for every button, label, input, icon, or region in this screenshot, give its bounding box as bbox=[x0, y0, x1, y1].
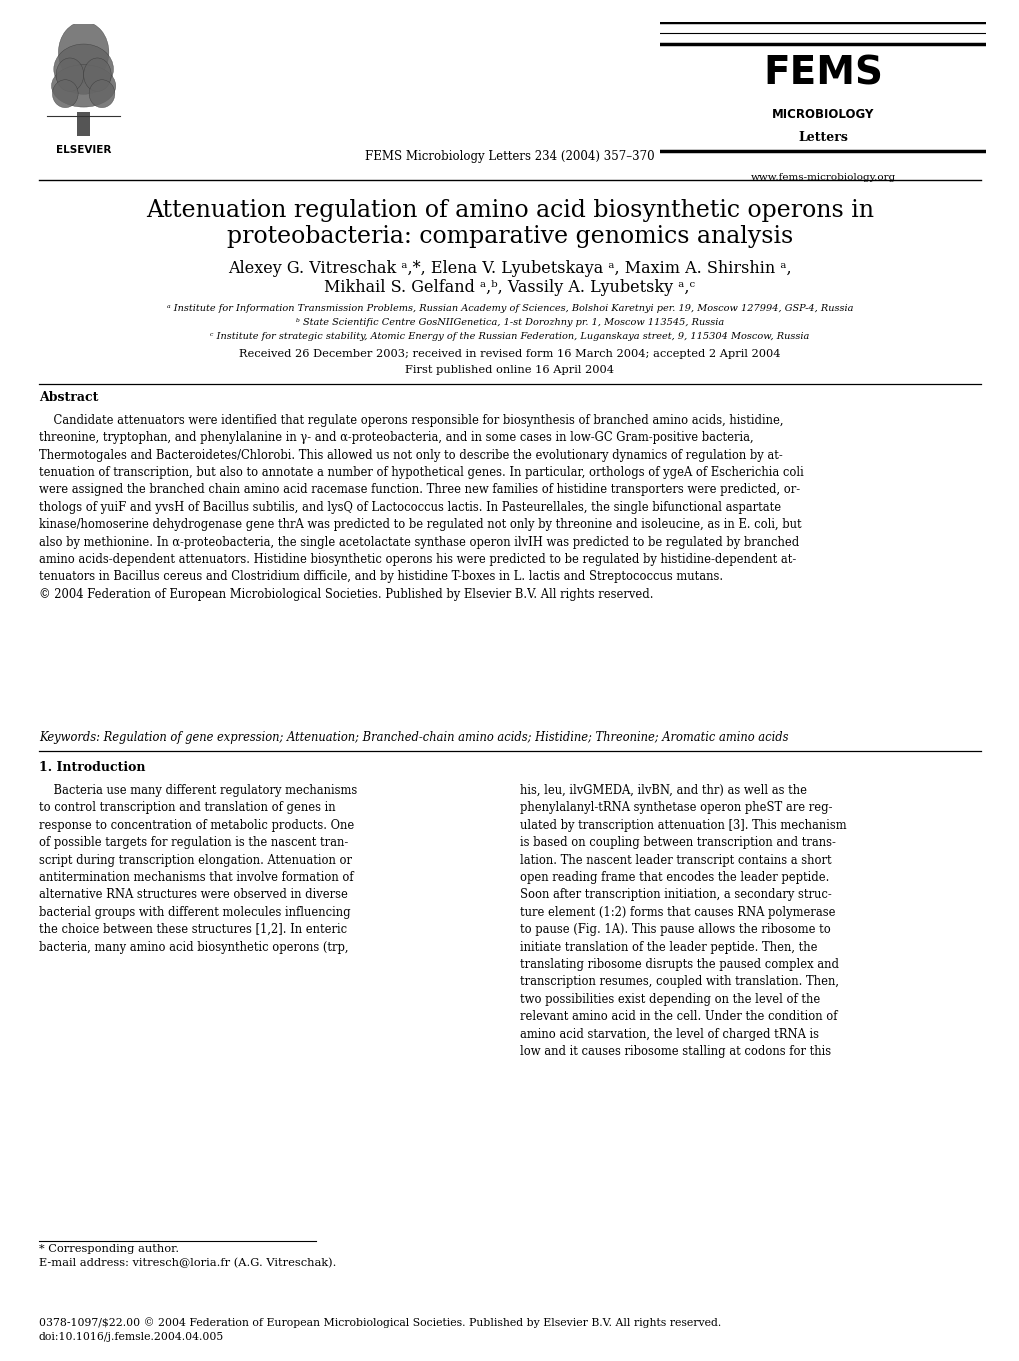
Text: proteobacteria: comparative genomics analysis: proteobacteria: comparative genomics ana… bbox=[226, 226, 793, 248]
Bar bbox=[77, 112, 90, 136]
Text: FEMS: FEMS bbox=[762, 54, 882, 93]
Text: ᵇ State Scientific Centre GosNIIGenetica, 1-st Dorozhny pr. 1, Moscow 113545, Ru: ᵇ State Scientific Centre GosNIIGenetica… bbox=[296, 318, 723, 327]
Ellipse shape bbox=[51, 65, 116, 108]
Text: First published online 16 April 2004: First published online 16 April 2004 bbox=[406, 365, 613, 376]
Text: doi:10.1016/j.femsle.2004.04.005: doi:10.1016/j.femsle.2004.04.005 bbox=[39, 1331, 224, 1342]
Text: Mikhail S. Gelfand ᵃ,ᵇ, Vassily A. Lyubetsky ᵃ,ᶜ: Mikhail S. Gelfand ᵃ,ᵇ, Vassily A. Lyube… bbox=[324, 279, 695, 295]
Text: 0378-1097/$22.00 © 2004 Federation of European Microbiological Societies. Publis: 0378-1097/$22.00 © 2004 Federation of Eu… bbox=[39, 1317, 720, 1328]
Text: Abstract: Abstract bbox=[39, 391, 98, 404]
Text: Alexey G. Vitreschak ᵃ,*, Elena V. Lyubetskaya ᵃ, Maxim A. Shirshin ᵃ,: Alexey G. Vitreschak ᵃ,*, Elena V. Lyube… bbox=[228, 260, 791, 276]
Text: Letters: Letters bbox=[798, 131, 847, 144]
Ellipse shape bbox=[56, 59, 84, 91]
Text: E-mail address: vitresch@loria.fr (A.G. Vitreschak).: E-mail address: vitresch@loria.fr (A.G. … bbox=[39, 1258, 336, 1268]
Text: his, leu, ilvGMEDA, ilvBN, and thr) as well as the
phenylalanyl-tRNA synthetase : his, leu, ilvGMEDA, ilvBN, and thr) as w… bbox=[520, 784, 846, 1057]
Text: 1. Introduction: 1. Introduction bbox=[39, 761, 145, 774]
Text: ELSEVIER: ELSEVIER bbox=[56, 146, 111, 155]
Text: Bacteria use many different regulatory mechanisms
to control transcription and t: Bacteria use many different regulatory m… bbox=[39, 784, 357, 954]
Text: Candidate attenuators were identified that regulate operons responsible for bios: Candidate attenuators were identified th… bbox=[39, 414, 803, 600]
Text: ᶜ Institute for strategic stability, Atomic Energy of the Russian Federation, Lu: ᶜ Institute for strategic stability, Ato… bbox=[210, 332, 809, 340]
Text: Attenuation regulation of amino acid biosynthetic operons in: Attenuation regulation of amino acid bio… bbox=[146, 200, 873, 222]
Text: FEMS Microbiology Letters 234 (2004) 357–370: FEMS Microbiology Letters 234 (2004) 357… bbox=[365, 150, 654, 163]
Ellipse shape bbox=[84, 59, 111, 91]
Text: * Corresponding author.: * Corresponding author. bbox=[39, 1244, 178, 1255]
Text: Keywords: Regulation of gene expression; Attenuation; Branched-chain amino acids: Keywords: Regulation of gene expression;… bbox=[39, 731, 788, 744]
Ellipse shape bbox=[58, 22, 109, 83]
Ellipse shape bbox=[89, 80, 115, 108]
Ellipse shape bbox=[52, 80, 78, 108]
Text: ᵃ Institute for Information Transmission Problems, Russian Academy of Sciences, : ᵃ Institute for Information Transmission… bbox=[166, 305, 853, 313]
Text: MICROBIOLOGY: MICROBIOLOGY bbox=[771, 108, 873, 121]
Text: www.fems-microbiology.org: www.fems-microbiology.org bbox=[750, 173, 895, 182]
Ellipse shape bbox=[54, 44, 113, 94]
Text: Received 26 December 2003; received in revised form 16 March 2004; accepted 2 Ap: Received 26 December 2003; received in r… bbox=[239, 348, 780, 359]
